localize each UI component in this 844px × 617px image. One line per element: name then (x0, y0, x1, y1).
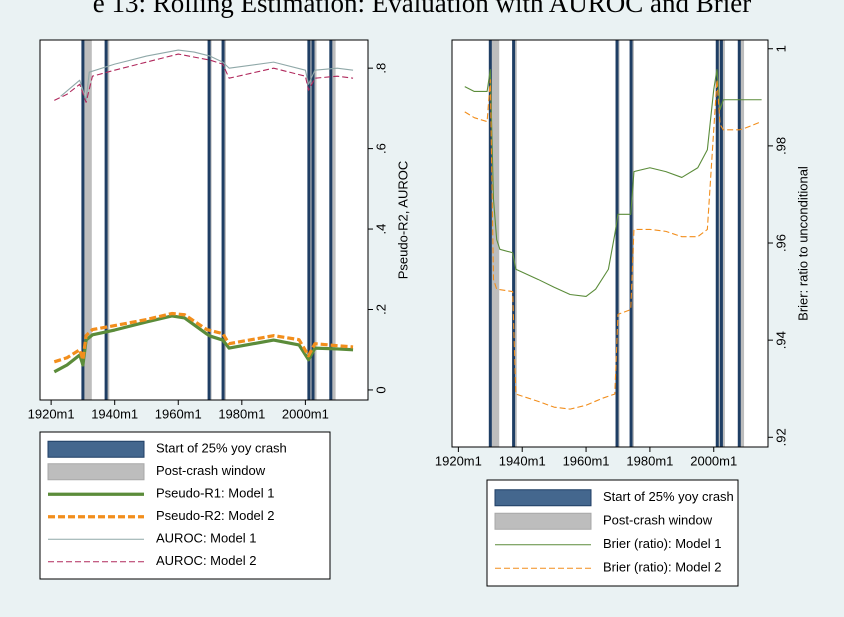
x-tick-label: 1920m1 (435, 453, 482, 468)
legend-label: Pseudo-R2: Model 2 (156, 508, 275, 523)
y-tick-label: 0 (373, 386, 388, 393)
x-tick-label: 1960m1 (563, 453, 610, 468)
x-tick-label: 1940m1 (499, 453, 546, 468)
legend-label: Brier (ratio): Model 1 (603, 536, 721, 551)
post-crash-window (82, 40, 92, 400)
post-crash-window (106, 40, 110, 400)
post-crash-window (490, 40, 500, 447)
post-crash-window (513, 40, 517, 447)
x-tick-label: 1980m1 (218, 406, 265, 421)
legend-label: Brier (ratio): Model 2 (603, 560, 721, 575)
y-tick-label: .4 (373, 224, 388, 235)
y-axis-label: Pseudo-R2, AUROC (395, 161, 410, 280)
plot-area (452, 40, 768, 447)
plot-layer (464, 40, 762, 447)
y-tick-label: .8 (373, 63, 388, 74)
y-tick-label: .92 (773, 428, 788, 446)
x-tick-label: 1960m1 (155, 406, 202, 421)
legend-label: AUROC: Model 2 (156, 553, 256, 568)
y-tick-label: .2 (373, 304, 388, 315)
series-line (60, 49, 354, 101)
y-tick-label: 1 (773, 45, 788, 52)
legend-label: Post-crash window (156, 463, 266, 478)
x-tick-label: 1940m1 (91, 406, 138, 421)
legend-label: AUROC: Model 1 (156, 531, 256, 546)
series-line (464, 69, 762, 297)
y-tick-label: .96 (773, 234, 788, 252)
x-tick-label: 2000m1 (282, 406, 329, 421)
legend-label: Start of 25% yoy crash (603, 489, 734, 504)
series-line (464, 79, 762, 410)
post-crash-window (330, 40, 336, 400)
legend-swatch (494, 512, 592, 530)
legend-swatch (47, 440, 145, 458)
legend-label: Start of 25% yoy crash (156, 441, 287, 456)
series-line (53, 311, 354, 364)
y-axis-label: Brier: ratio to unconditional (795, 166, 810, 321)
legend-swatch (494, 489, 592, 507)
legend-label: Pseudo-R1: Model 1 (156, 486, 275, 501)
plot-layer (53, 40, 354, 400)
plot-frame (39, 39, 369, 401)
legend-label: Post-crash window (603, 513, 713, 528)
post-crash-window (739, 40, 745, 447)
figure-title: e 13: Rolling Estimation: Evaluation wit… (93, 0, 751, 18)
x-tick-label: 1920m1 (28, 406, 75, 421)
series-line (53, 314, 354, 374)
y-tick-label: .94 (773, 331, 788, 349)
y-tick-label: .6 (373, 143, 388, 154)
x-tick-label: 2000m1 (690, 453, 737, 468)
legend-swatch (47, 463, 145, 481)
x-tick-label: 1980m1 (626, 453, 673, 468)
y-tick-label: .98 (773, 137, 788, 155)
